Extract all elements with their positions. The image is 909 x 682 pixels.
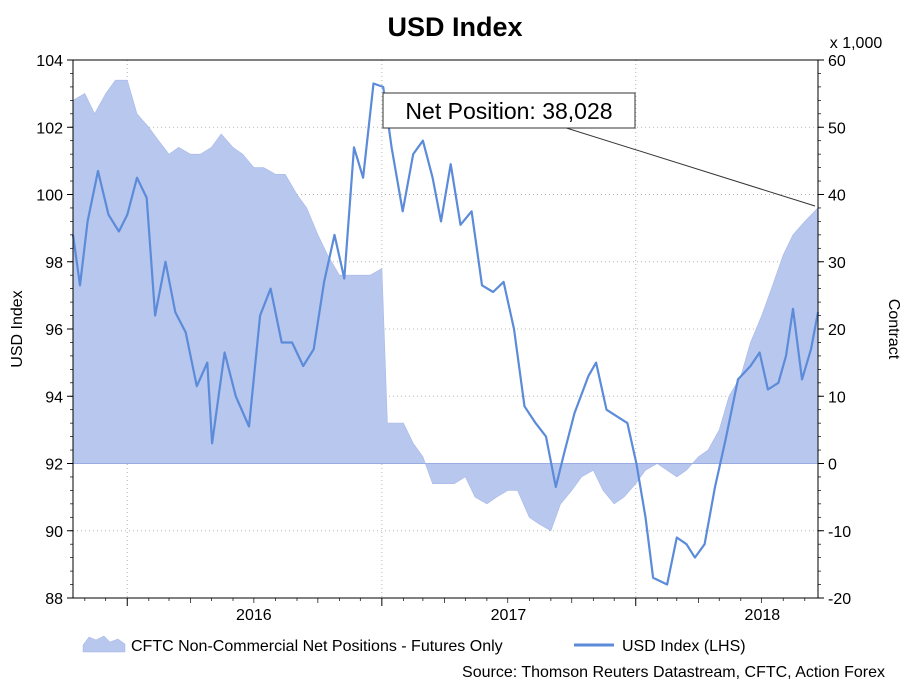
legend-area-swatch: [82, 635, 126, 653]
right-y-axis: -20 -10 0 10 20 30 40 50 60: [818, 53, 851, 608]
right-axis-title: Contract: [885, 299, 902, 360]
callout-box: [382, 92, 636, 129]
left-tick-label: 94: [45, 389, 63, 406]
right-tick-label: 30: [828, 255, 846, 272]
legend-label-usd-index: USD Index (LHS): [622, 638, 746, 655]
right-tick-label: 60: [828, 53, 846, 70]
left-tick-label: 100: [36, 188, 63, 205]
source-note: Source: Thomson Reuters Datastream, CFTC…: [462, 664, 885, 681]
left-tick-label: 96: [45, 322, 63, 339]
legend-label-net-positions: CFTC Non-Commercial Net Positions - Futu…: [131, 638, 503, 655]
left-axis-title: USD Index: [9, 290, 26, 367]
callout-text: Net Position: 38,028: [405, 98, 612, 124]
legend: CFTC Non-Commercial Net Positions - Futu…: [82, 635, 746, 655]
x-tick-label: 2018: [745, 607, 781, 624]
usd-index-line-series: [71, 82, 820, 586]
right-tick-label: -10: [828, 524, 851, 541]
left-tick-label: 92: [45, 457, 63, 474]
right-tick-label: 0: [828, 457, 837, 474]
right-tick-label: 20: [828, 322, 846, 339]
right-tick-label: 40: [828, 188, 846, 205]
x-tick-label: 2017: [491, 607, 527, 624]
right-tick-label: 10: [828, 389, 846, 406]
x-axis: 2016 2017 2018: [84, 598, 806, 624]
right-tick-label: -20: [828, 591, 851, 608]
net-position-area-path: [72, 79, 819, 532]
x-tick-label: 2016: [236, 607, 272, 624]
left-y-axis: 88 90 92 94 96 98 100 102 104: [36, 53, 73, 608]
right-tick-label: 50: [828, 120, 846, 137]
right-axis-unit-label: x 1,000: [830, 35, 883, 52]
callout-leader-line: [559, 125, 816, 207]
left-tick-label: 98: [45, 255, 63, 272]
net-position-area-series: [72, 79, 819, 532]
left-tick-label: 90: [45, 524, 63, 541]
left-tick-label: 104: [36, 53, 63, 70]
net-position-callout: Net Position: 38,028: [382, 92, 816, 207]
left-tick-label: 102: [36, 120, 63, 137]
left-tick-label: 88: [45, 591, 63, 608]
usd-index-line-path: [71, 82, 820, 586]
chart-title: USD Index: [387, 12, 522, 42]
